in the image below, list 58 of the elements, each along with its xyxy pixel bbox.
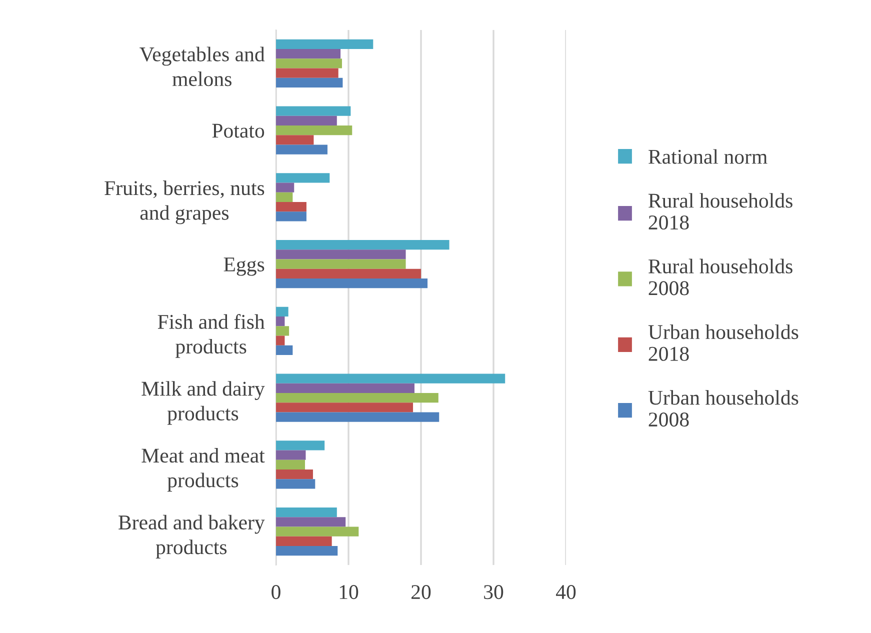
bar [276, 68, 338, 78]
bar [276, 116, 337, 126]
legend-label: Rational norm [648, 149, 768, 164]
bar [276, 507, 337, 518]
bar [276, 383, 414, 393]
bar [276, 278, 428, 288]
y-tick-label: Potato [212, 124, 264, 138]
bar [276, 336, 285, 346]
y-tick-label: Bread and bakery products [118, 514, 265, 558]
legend-label: Urban households 2018 [648, 324, 798, 361]
legend-label: Rural households 2018 [648, 193, 792, 230]
y-tick-label: Eggs [224, 258, 264, 276]
bar [276, 240, 450, 250]
x-tick-label: 30 [484, 585, 504, 600]
x-tick-label: 10 [340, 585, 358, 600]
bar [276, 192, 293, 202]
bar [276, 479, 316, 489]
y-tick-label: Fruits, berries, nuts and grapes [104, 180, 264, 224]
bar [276, 440, 325, 450]
bar [276, 250, 406, 260]
legend-label: Urban households 2008 [648, 390, 798, 427]
bar [276, 402, 414, 412]
bar [276, 374, 506, 384]
x-tick-label: 0 [272, 585, 280, 600]
y-tick-label: Milk and dairy products [142, 381, 265, 425]
bar [276, 48, 341, 59]
x-tick-label: 40 [556, 585, 576, 600]
legend-label: Rural households 2008 [648, 258, 792, 296]
bar [276, 392, 438, 403]
bar [276, 182, 294, 192]
bar [276, 546, 338, 556]
bar [276, 106, 351, 116]
bar [276, 316, 285, 326]
bar [276, 470, 313, 480]
bar [276, 259, 406, 269]
bar [276, 202, 306, 212]
bar [276, 173, 330, 183]
bar [276, 39, 374, 49]
bar [276, 135, 314, 145]
x-tick-label: 20 [412, 585, 431, 600]
bar [276, 268, 421, 279]
bar [276, 212, 306, 222]
bar [276, 78, 343, 88]
y-tick-label: Meat and meat products [142, 448, 265, 492]
bar [276, 517, 346, 527]
bar [276, 536, 332, 546]
bar [276, 412, 440, 422]
bar [276, 144, 328, 154]
bar [276, 326, 290, 336]
bar [276, 58, 342, 68]
bar [276, 306, 288, 316]
bar [276, 125, 352, 136]
bar [276, 450, 306, 460]
y-tick-label: Fish and fish products [158, 314, 265, 358]
bar [276, 526, 359, 536]
y-tick-label: Vegetables and melons [140, 46, 265, 86]
bar [276, 460, 305, 470]
bar [276, 345, 293, 356]
